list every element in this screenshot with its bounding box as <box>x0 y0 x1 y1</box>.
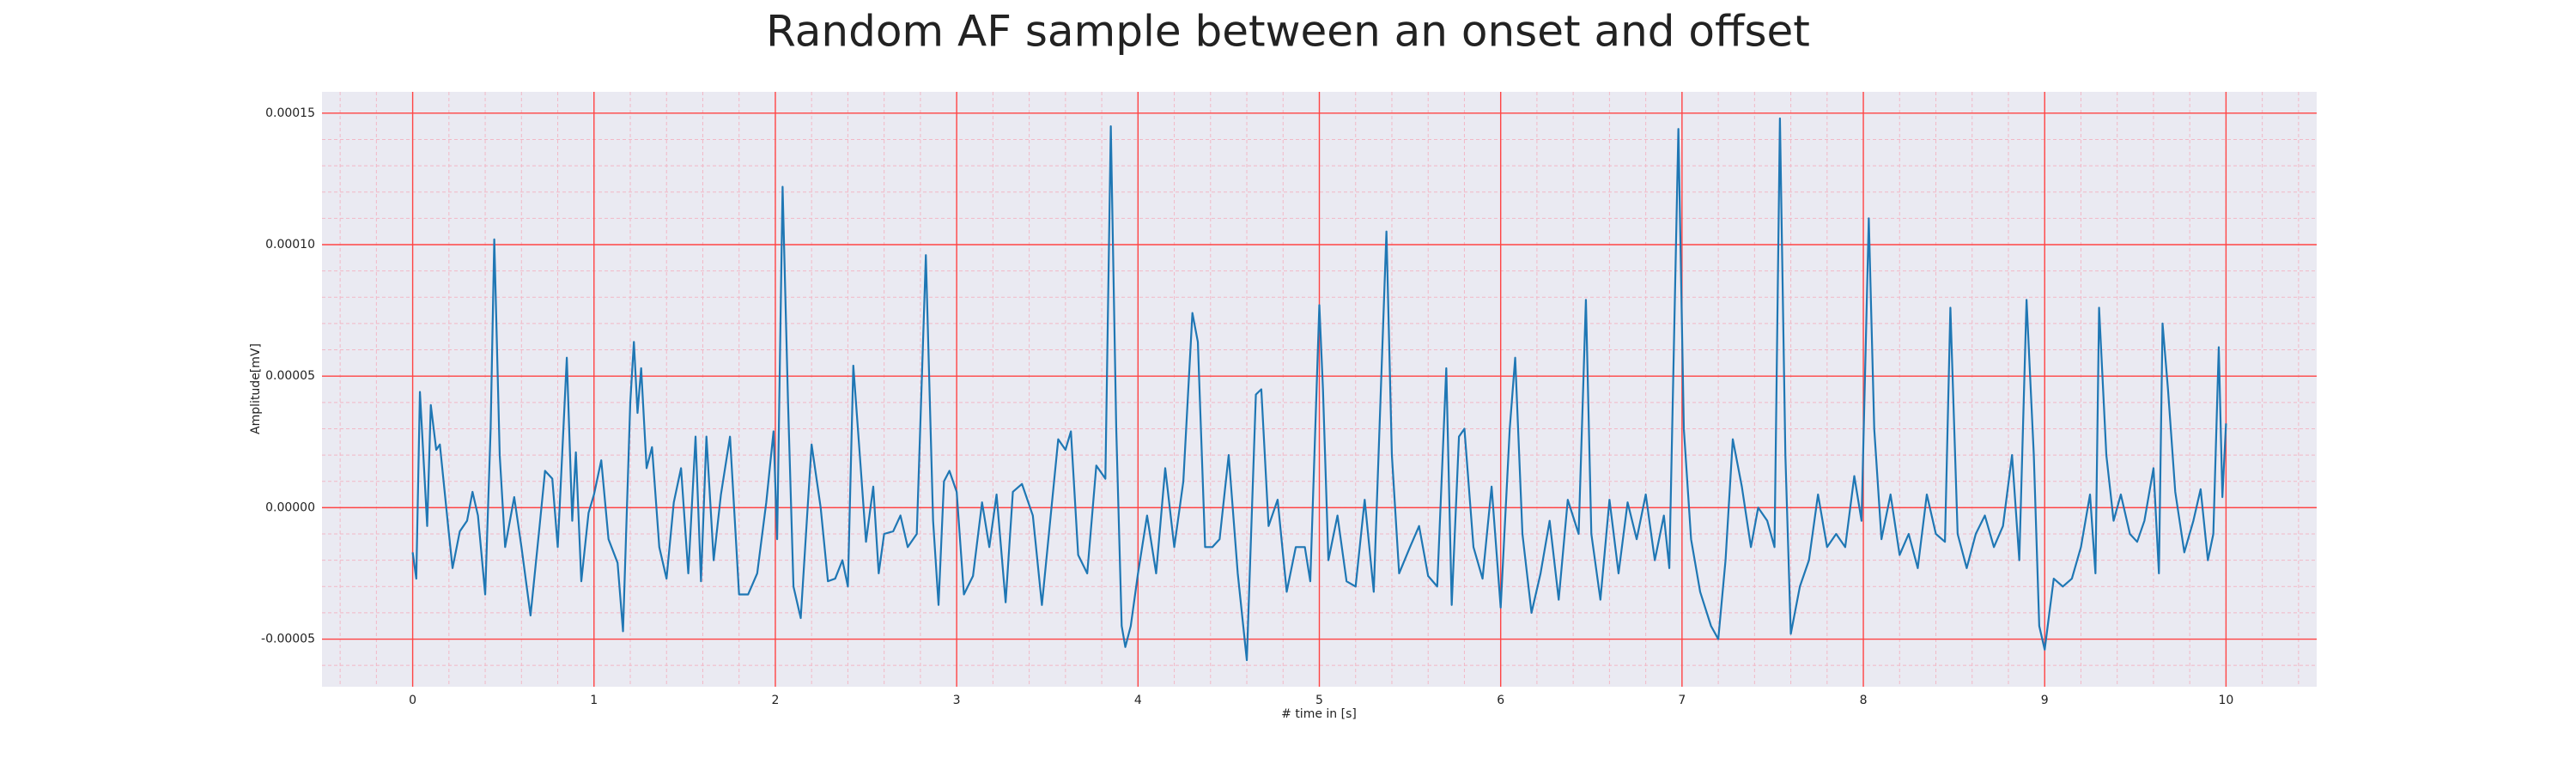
x-tick-label: 8 <box>1860 694 1868 707</box>
x-tick-label: 3 <box>953 694 961 707</box>
x-tick-label: 4 <box>1134 694 1142 707</box>
x-tick-label: 9 <box>2041 694 2049 707</box>
x-axis-label: # time in [s] <box>1281 707 1357 721</box>
x-tick-label: 5 <box>1315 694 1323 707</box>
y-tick-label: 0.00000 <box>265 500 315 514</box>
x-tick-label: 6 <box>1497 694 1504 707</box>
y-tick-label: 0.00005 <box>265 369 315 383</box>
x-tick-label: 10 <box>2218 694 2233 707</box>
data-line <box>411 117 2227 662</box>
x-tick-label: 0 <box>409 694 416 707</box>
y-tick-label: -0.00005 <box>261 633 315 646</box>
x-tick-label: 7 <box>1678 694 1686 707</box>
y-tick-label: 0.00010 <box>265 238 315 252</box>
y-tick-label: 0.00015 <box>265 106 315 120</box>
y-axis-label: Amplitude[mV] <box>249 343 263 434</box>
chart-title: Random AF sample between an onset and of… <box>766 7 1810 57</box>
x-tick-label: 1 <box>590 694 598 707</box>
x-tick-label: 2 <box>771 694 779 707</box>
